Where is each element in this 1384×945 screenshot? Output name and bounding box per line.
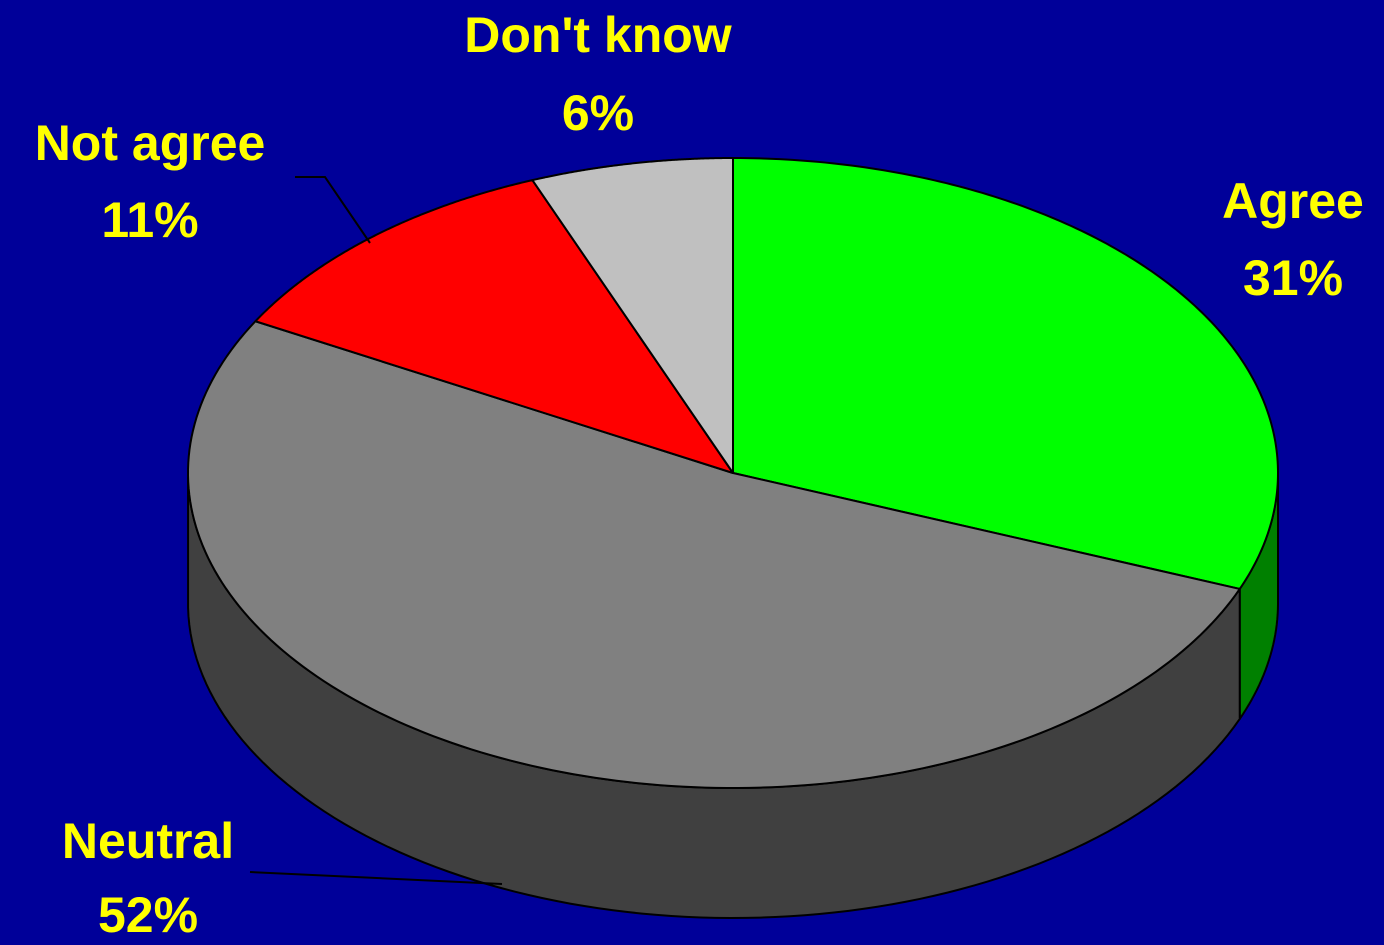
value-label: 11% [101,192,198,248]
category-label: Not agree [35,115,266,171]
slice-agree [732,157,1279,590]
value-label: 52% [98,887,198,940]
slice-neutral [187,320,1241,789]
category-label: Neutral [62,813,234,869]
slice-don-t-know [531,157,734,474]
leader-line-neutral [249,871,503,885]
value-label: 31% [1243,250,1343,306]
category-label: Don't know [464,7,732,63]
labels-layer: Agree 31% Neutral 52% Not agree 11% Don't know… [35,7,1364,943]
data-label-not-agree: Not agree 11% [35,115,266,248]
leader-lines-layer [249,176,503,885]
data-label-agree: Agree 31% [1222,173,1364,306]
slice-not-agree [254,179,734,474]
category-label: Agree [1222,173,1364,229]
pie-tops-layer [187,157,1279,789]
value-label: 6% [562,85,634,141]
data-label-neutral: Neutral 52% [62,813,234,943]
data-label-don-t-know: Don't know 6% [464,7,732,141]
leader-line-not-agree [295,176,371,244]
